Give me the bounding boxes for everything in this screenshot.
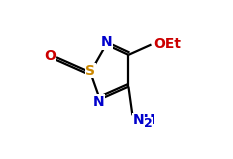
Text: S: S	[85, 64, 95, 78]
Text: 2: 2	[144, 117, 153, 130]
Text: OEt: OEt	[153, 37, 181, 51]
Text: N: N	[93, 95, 104, 109]
Text: N: N	[100, 35, 112, 49]
Text: NH: NH	[132, 113, 156, 127]
Text: O: O	[44, 49, 56, 63]
